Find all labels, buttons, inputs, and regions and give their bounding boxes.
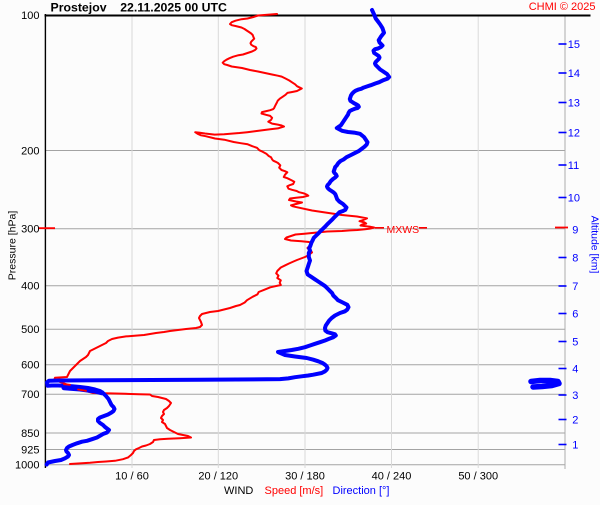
svg-text:5: 5 (572, 336, 578, 348)
svg-text:MXWS: MXWS (387, 224, 420, 236)
svg-text:CHMI © 2025: CHMI © 2025 (529, 1, 596, 13)
svg-text:13: 13 (568, 97, 580, 109)
svg-text:300: 300 (21, 224, 39, 236)
svg-text:10: 10 (568, 192, 580, 204)
svg-text:3: 3 (572, 390, 578, 402)
svg-text:400: 400 (21, 281, 39, 293)
svg-text:9: 9 (572, 224, 578, 236)
svg-text:1000: 1000 (15, 460, 39, 472)
svg-text:7: 7 (572, 281, 578, 293)
svg-text:Pressure [hPa]: Pressure [hPa] (7, 211, 19, 281)
svg-text:6: 6 (572, 308, 578, 320)
svg-text:2: 2 (572, 414, 578, 426)
svg-text:8: 8 (572, 252, 578, 264)
svg-text:Speed [m/s]: Speed [m/s] (265, 485, 324, 497)
svg-text:20 / 120: 20 / 120 (198, 471, 238, 483)
svg-text:Direction [°]: Direction [°] (333, 485, 390, 497)
svg-text:Altitude [km]: Altitude [km] (589, 216, 600, 274)
svg-text:40 / 240: 40 / 240 (372, 471, 412, 483)
svg-text:WIND: WIND (224, 485, 253, 497)
svg-text:500: 500 (21, 324, 39, 336)
svg-text:1: 1 (572, 439, 578, 451)
svg-text:50 / 300: 50 / 300 (458, 471, 498, 483)
svg-text:600: 600 (21, 360, 39, 372)
svg-text:Prostejov 22.11.2025 00 UTC: Prostejov 22.11.2025 00 UTC (51, 0, 227, 14)
svg-text:850: 850 (21, 428, 39, 440)
svg-text:12: 12 (568, 127, 580, 139)
svg-text:4: 4 (572, 363, 578, 375)
svg-text:100: 100 (21, 10, 39, 22)
svg-text:14: 14 (568, 68, 580, 80)
svg-text:15: 15 (568, 39, 580, 51)
svg-text:200: 200 (21, 145, 39, 157)
svg-text:925: 925 (21, 444, 39, 456)
svg-text:10 / 60: 10 / 60 (115, 471, 149, 483)
svg-text:700: 700 (21, 389, 39, 401)
svg-text:11: 11 (568, 160, 579, 172)
svg-text:30 / 180: 30 / 180 (285, 471, 325, 483)
